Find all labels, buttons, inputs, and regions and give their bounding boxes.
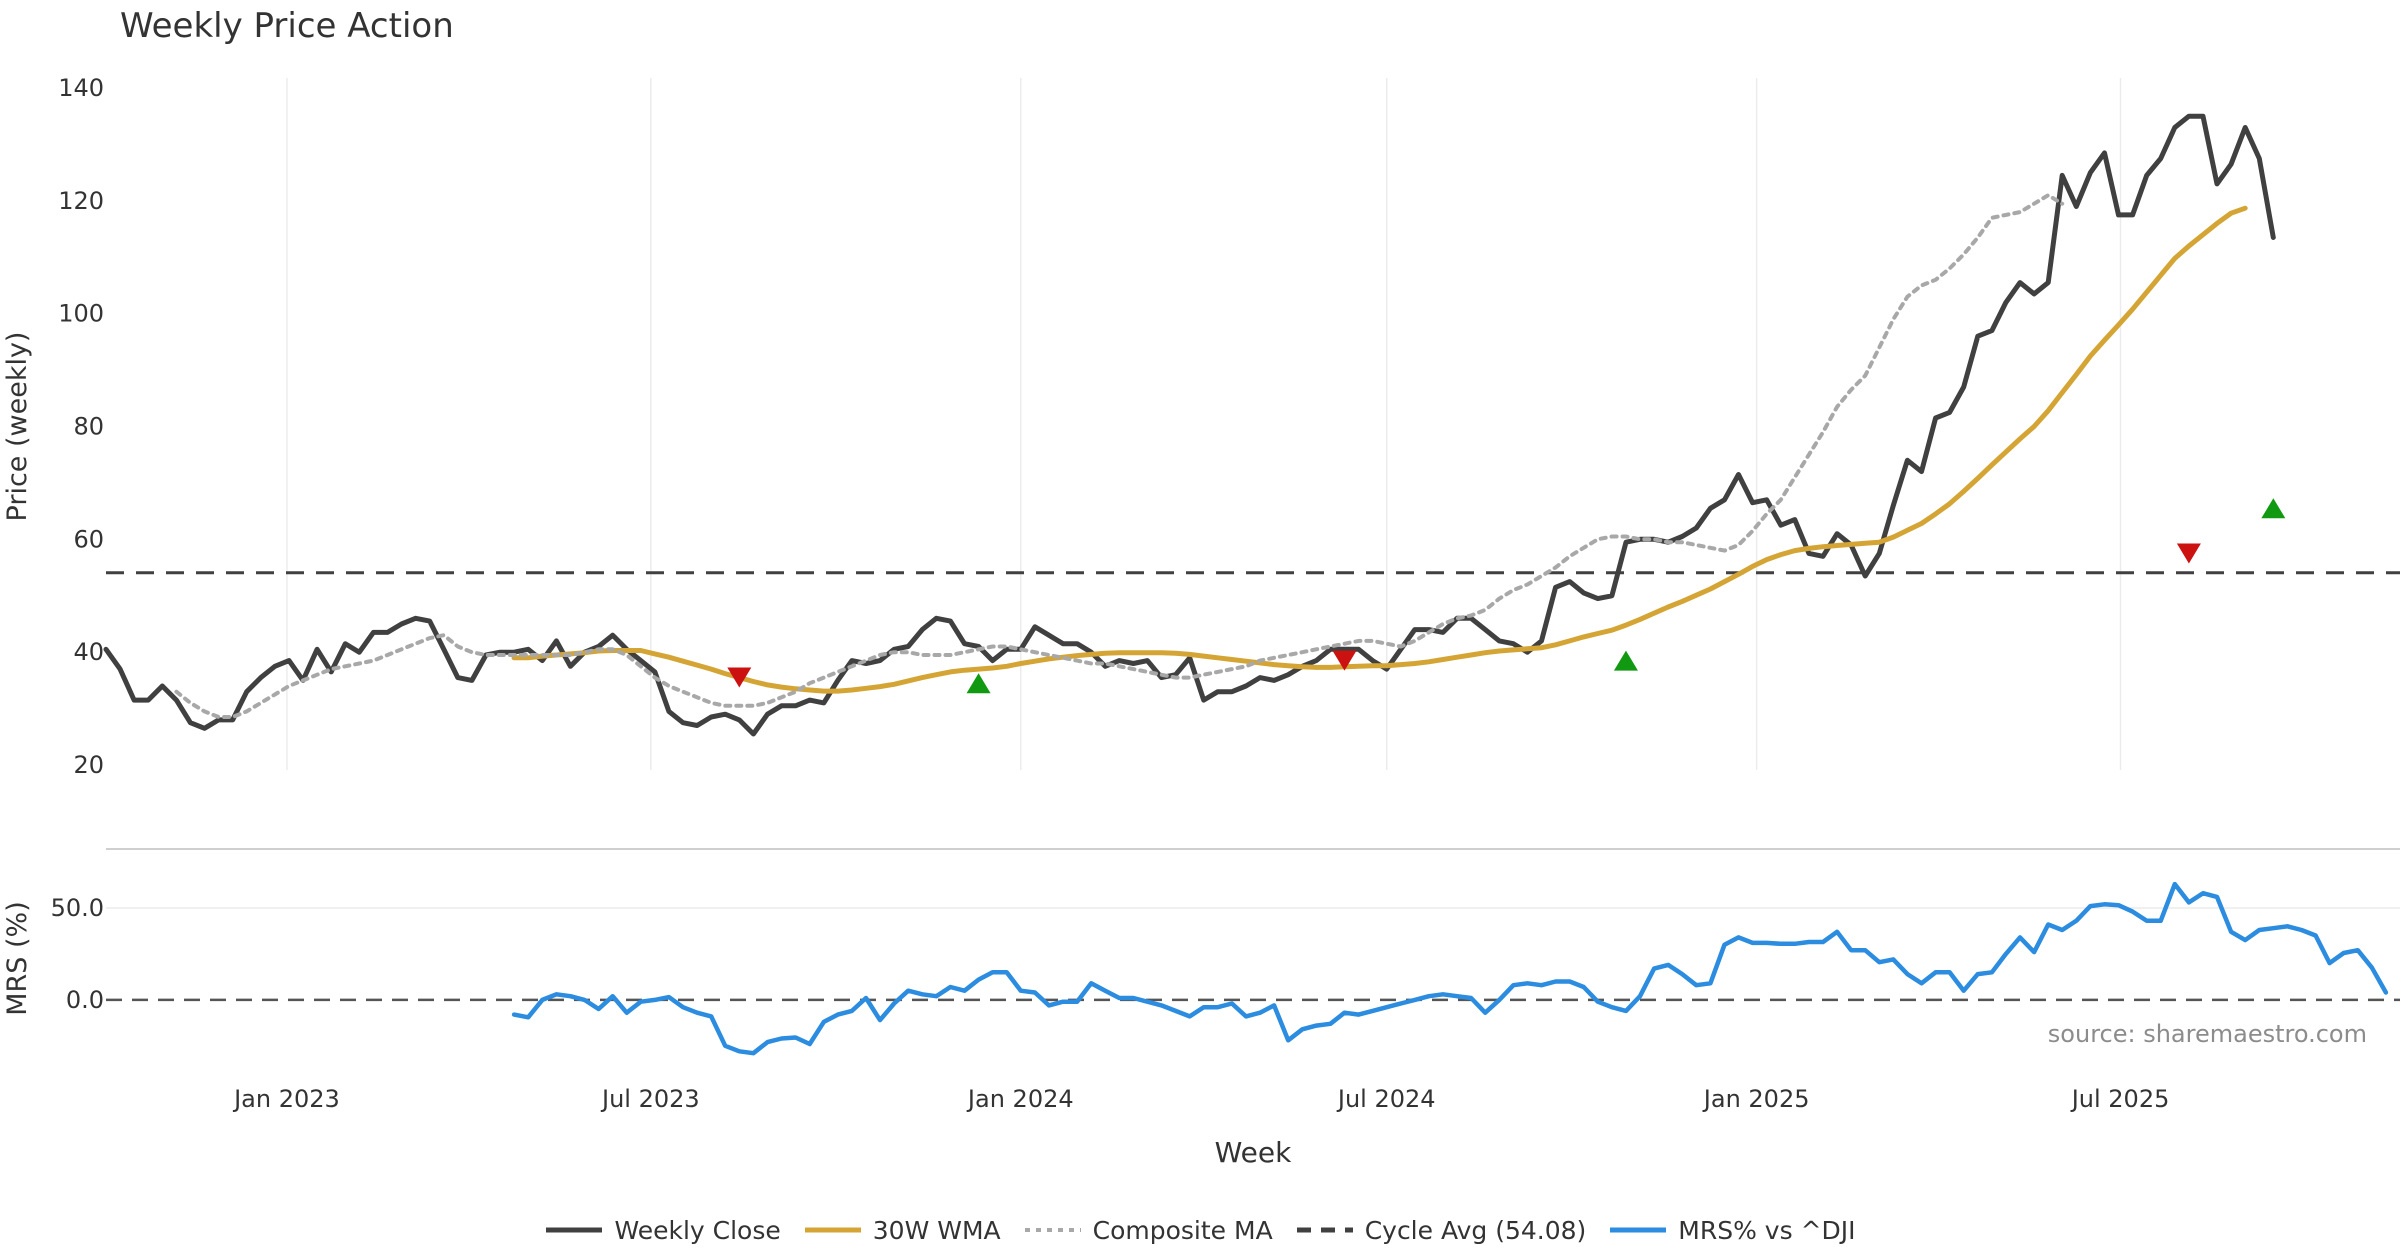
axis-layer: Jan 2023 Jul 2023 Jan 2024 Jul 2024 Jan 2025…: [2, 74, 2169, 1169]
sell-signal-marker: [2176, 543, 2201, 564]
legend-item: Composite MA: [1023, 1216, 1273, 1245]
legend-item: Cycle Avg (54.08): [1295, 1215, 1587, 1245]
price-y-tick-label: 20: [73, 751, 104, 779]
price-y-axis-label: Price (weekly): [2, 332, 33, 522]
legend: Weekly Close 30W WMA Composite MA Cycle Avg…: [0, 1212, 2400, 1248]
legend-label: Cycle Avg (54.08): [1364, 1215, 1587, 1245]
legend-item: Weekly Close: [544, 1215, 781, 1245]
legend-label: 30W WMA: [872, 1215, 1001, 1245]
x-axis-label: Week: [1215, 1136, 1292, 1169]
sell-signal-marker: [1332, 650, 1357, 671]
mrs-y-tick-label: 50.0: [51, 894, 104, 922]
sell-signal-marker: [727, 667, 752, 688]
legend-label: MRS% vs ^DJI: [1678, 1215, 1856, 1245]
series-line-weekly-close: [103, 113, 2276, 737]
series-line-composite-ma: [174, 193, 2065, 719]
x-tick-label: Jul 2023: [600, 1085, 700, 1113]
mrs-y-tick-label: 0.0: [66, 986, 104, 1014]
series-layer: [103, 113, 2389, 1056]
legend-swatch: [1024, 1228, 1081, 1232]
reference-lines: [106, 571, 2400, 1002]
legend-swatch: [1296, 1227, 1353, 1233]
x-tick-label: Jan 2024: [966, 1085, 1074, 1113]
buy-signal-marker: [2261, 498, 2286, 519]
price-y-tick-label: 120: [58, 187, 104, 215]
series-line-30w-wma: [511, 205, 2248, 694]
price-y-tick-label: 40: [73, 638, 104, 666]
legend-swatch: [1610, 1227, 1667, 1233]
legend-item: MRS% vs ^DJI: [1608, 1215, 1856, 1245]
price-y-tick-label: 80: [73, 413, 104, 441]
mrs-y-axis-label: MRS (%): [2, 901, 33, 1016]
x-tick-label: Jul 2024: [1336, 1085, 1436, 1113]
legend-swatch: [546, 1227, 603, 1233]
legend-label: Composite MA: [1092, 1215, 1273, 1245]
chart-title: Weekly Price Action: [120, 6, 454, 46]
legend-swatch: [804, 1227, 861, 1233]
signal-markers: [727, 498, 2286, 694]
source-note: source: sharemaestro.com: [2047, 1020, 2367, 1048]
grid-layer: [106, 78, 2400, 909]
series-line-mrs: [511, 881, 2389, 1056]
legend-item: 30W WMA: [803, 1216, 1001, 1245]
x-tick-label: Jan 2025: [1702, 1085, 1810, 1113]
x-tick-label: Jul 2025: [2070, 1085, 2170, 1113]
x-tick-label: Jan 2023: [232, 1085, 340, 1113]
price-y-tick-label: 60: [73, 525, 104, 553]
buy-signal-marker: [1613, 650, 1638, 671]
buy-signal-marker: [966, 673, 991, 694]
legend-label: Weekly Close: [614, 1215, 781, 1245]
price-y-tick-label: 100: [58, 300, 104, 328]
price-y-tick-label: 140: [58, 74, 104, 102]
